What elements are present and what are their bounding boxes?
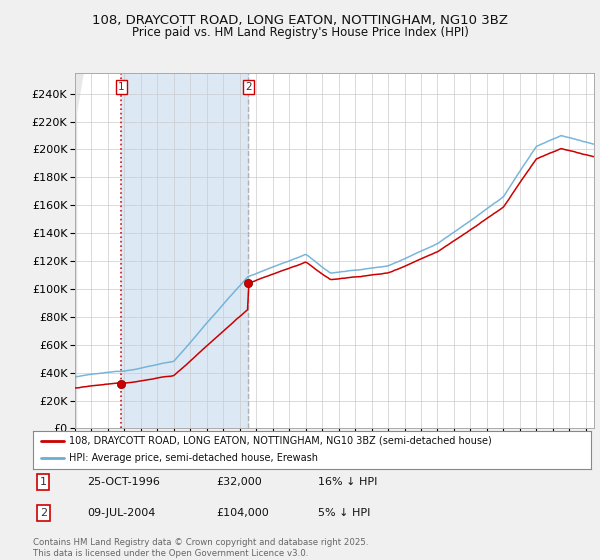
Text: 2: 2 — [40, 508, 47, 518]
Text: 1: 1 — [40, 477, 47, 487]
Text: Price paid vs. HM Land Registry's House Price Index (HPI): Price paid vs. HM Land Registry's House … — [131, 26, 469, 39]
Bar — [121, 73, 248, 428]
Text: 09-JUL-2004: 09-JUL-2004 — [87, 508, 155, 518]
Text: 108, DRAYCOTT ROAD, LONG EATON, NOTTINGHAM, NG10 3BZ: 108, DRAYCOTT ROAD, LONG EATON, NOTTINGH… — [92, 14, 508, 27]
Text: 25-OCT-1996: 25-OCT-1996 — [87, 477, 160, 487]
Polygon shape — [75, 73, 83, 122]
Text: 2: 2 — [245, 82, 251, 92]
Text: £32,000: £32,000 — [216, 477, 262, 487]
Text: 108, DRAYCOTT ROAD, LONG EATON, NOTTINGHAM, NG10 3BZ (semi-detached house): 108, DRAYCOTT ROAD, LONG EATON, NOTTINGH… — [69, 436, 492, 446]
Text: 5% ↓ HPI: 5% ↓ HPI — [318, 508, 370, 518]
Text: 16% ↓ HPI: 16% ↓ HPI — [318, 477, 377, 487]
Text: Contains HM Land Registry data © Crown copyright and database right 2025.
This d: Contains HM Land Registry data © Crown c… — [33, 538, 368, 558]
Bar — [75, 73, 76, 428]
Text: £104,000: £104,000 — [216, 508, 269, 518]
Text: 1: 1 — [118, 82, 125, 92]
Text: HPI: Average price, semi-detached house, Erewash: HPI: Average price, semi-detached house,… — [69, 454, 318, 464]
